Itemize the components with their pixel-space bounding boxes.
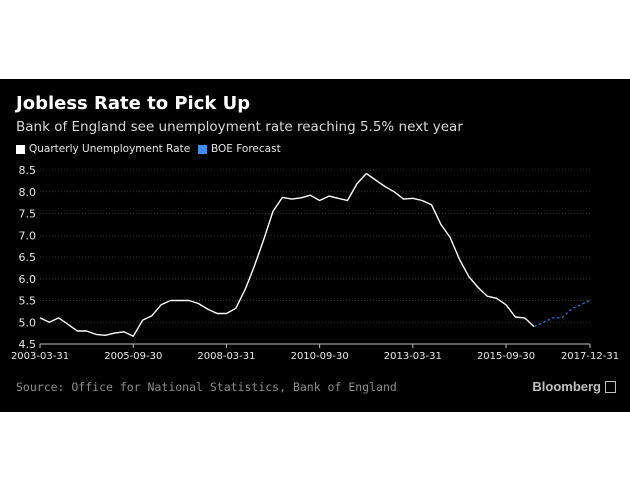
chart-title: Jobless Rate to Pick Up: [16, 93, 251, 114]
legend-swatch-forecast: [198, 144, 207, 154]
series-line-forecast: [533, 299, 591, 328]
y-tick-label: 7.0: [19, 229, 37, 242]
y-tick-label: 4.5: [19, 338, 37, 351]
x-tick-label: 2010-09-30: [291, 351, 349, 362]
y-tick-label: 7.5: [19, 208, 37, 221]
x-tick-label: 2017-12-31: [561, 351, 619, 362]
grid-layer: [40, 169, 590, 323]
line-chart: 4.55.05.56.06.57.07.58.08.5 2003-03-31 20…: [11, 164, 619, 362]
x-tick-label: 2015-09-30: [477, 351, 535, 362]
legend-item-actual: Quarterly Unemployment Rate: [16, 142, 190, 156]
x-tick-label: 2003-03-31: [11, 351, 69, 362]
x-axis: 2003-03-31 2005-09-30 2008-03-31 2010-09-30…: [11, 343, 619, 362]
y-axis: 4.5 5.0 5.5 6.0 6.5 7.0 7.5 8.0 8.5: [19, 164, 37, 351]
legend-label-forecast: BOE Forecast: [211, 143, 281, 155]
y-tick-label: 6.5: [19, 251, 37, 264]
chart-panel: Jobless Rate to Pick Up Bank of England …: [0, 79, 630, 412]
legend-label-actual: Quarterly Unemployment Rate: [29, 143, 191, 155]
chart-subtitle: Bank of England see unemployment rate re…: [16, 119, 463, 135]
y-tick-label: 5.0: [19, 316, 37, 329]
y-tick-label: 6.0: [19, 273, 37, 286]
bloomberg-logo: Bloomberg: [532, 379, 616, 394]
brand-text: Bloomberg: [532, 379, 601, 394]
x-tick-label: 2005-09-30: [104, 351, 162, 362]
x-tick-label: 2013-03-31: [384, 351, 442, 362]
legend-item-forecast: BOE Forecast: [198, 142, 281, 156]
source-note: Source: Office for National Statistics, …: [16, 380, 397, 394]
y-tick-label: 8.5: [19, 164, 37, 177]
y-tick-label: 8.0: [19, 186, 37, 199]
series-line-actual: [39, 172, 535, 337]
legend-swatch-actual: [16, 144, 25, 154]
x-tick-label: 2008-03-31: [197, 351, 255, 362]
bloomberg-mark-icon: [605, 380, 616, 393]
y-tick-label: 5.5: [19, 295, 37, 308]
series-layer: [39, 172, 591, 337]
